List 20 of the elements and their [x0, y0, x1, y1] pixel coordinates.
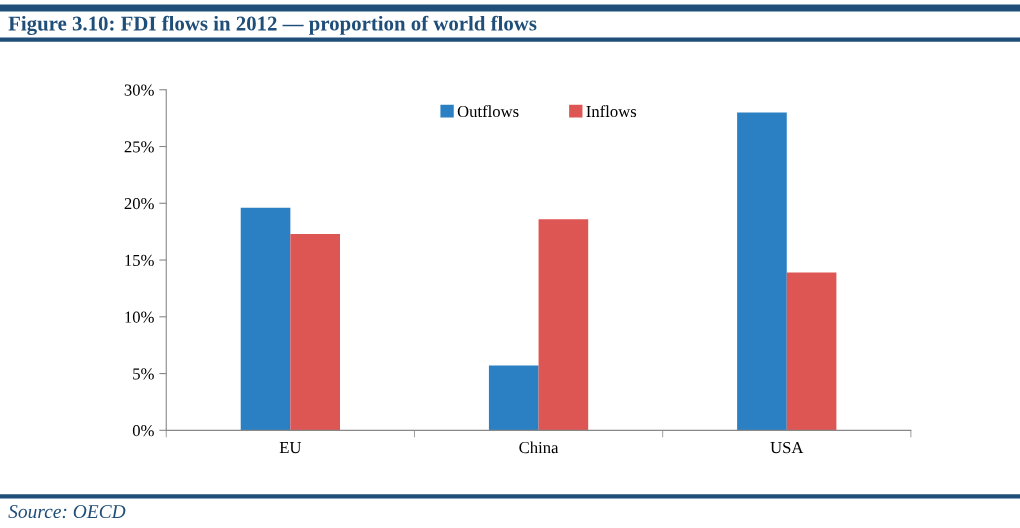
x-tick-label: EU: [279, 442, 302, 454]
chart-title: Figure 3.10: FDI flows in 2012 — proportion of world flows: [8, 15, 537, 35]
y-tick-label: 25%: [124, 141, 154, 153]
y-tick-label: 30%: [124, 84, 154, 96]
bar: [786, 272, 837, 431]
legend-label: Outflows: [457, 105, 519, 118]
source-note: Source: OECD: [8, 505, 126, 519]
y-tick-label: 20%: [124, 197, 154, 210]
y-tick-label: 0%: [132, 425, 154, 437]
bar: [240, 207, 291, 431]
bar: [737, 112, 787, 431]
bar: [488, 365, 539, 431]
y-tick-label: 15%: [125, 254, 154, 267]
y-tick-label: 10%: [125, 311, 154, 323]
y-tick-label: 5%: [133, 368, 154, 380]
x-tick-label: China: [519, 441, 559, 454]
bar: [290, 233, 340, 431]
x-tick-label: USA: [770, 441, 804, 454]
legend-label: Inflows: [586, 105, 637, 118]
bar: [538, 219, 589, 431]
